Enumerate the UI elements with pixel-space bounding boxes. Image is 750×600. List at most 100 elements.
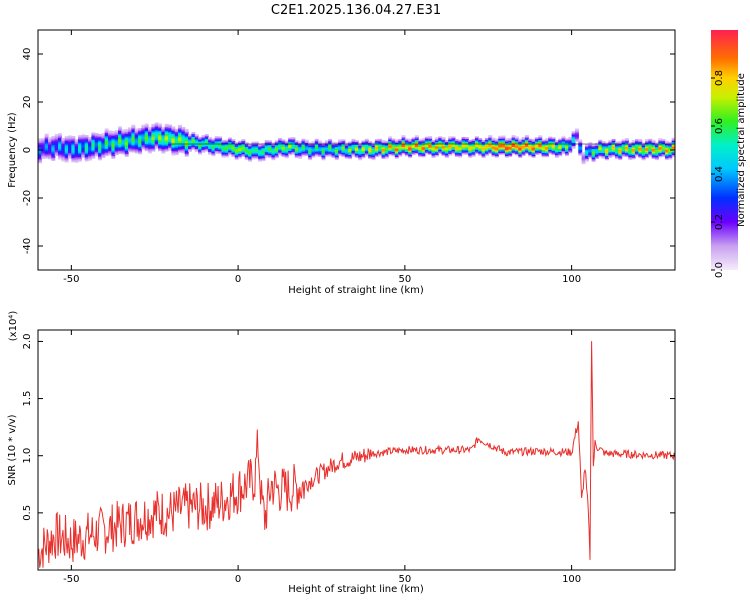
heat-cell bbox=[304, 144, 309, 146]
heat-cell bbox=[571, 132, 576, 135]
x-tick-label: -50 bbox=[63, 574, 79, 585]
heat-cell bbox=[634, 138, 639, 141]
heat-cell bbox=[148, 140, 152, 142]
heat-cell bbox=[108, 133, 112, 136]
heat-cell bbox=[591, 144, 596, 147]
heat-cell bbox=[151, 139, 156, 142]
heat-cell bbox=[114, 130, 119, 133]
heat-cell bbox=[211, 150, 216, 152]
heat-cell bbox=[251, 146, 256, 148]
heat-cell bbox=[398, 140, 403, 143]
heat-cell bbox=[198, 142, 203, 145]
heat-cell bbox=[168, 130, 173, 133]
heat-cell bbox=[98, 149, 102, 152]
heat-cell bbox=[451, 146, 456, 149]
heat-cell bbox=[324, 148, 329, 151]
heat-cell bbox=[548, 138, 553, 140]
heat-cell bbox=[118, 130, 122, 133]
heat-cell bbox=[81, 134, 86, 137]
heat-cell bbox=[494, 148, 499, 151]
heat-cell bbox=[261, 154, 266, 157]
heat-cell bbox=[251, 148, 256, 151]
heat-cell bbox=[428, 141, 433, 144]
heat-cell bbox=[614, 154, 619, 157]
heat-cell bbox=[234, 149, 239, 152]
heat-cell bbox=[458, 152, 463, 155]
heat-cell bbox=[664, 149, 669, 152]
heat-cell bbox=[174, 147, 179, 150]
heat-cell bbox=[668, 141, 673, 144]
heat-cell bbox=[238, 152, 243, 155]
heat-cell bbox=[354, 141, 359, 144]
heat-cell bbox=[481, 140, 486, 143]
heat-cell bbox=[248, 143, 253, 146]
heat-cell bbox=[118, 143, 122, 146]
heat-cell bbox=[38, 142, 42, 145]
heat-cell bbox=[341, 149, 346, 152]
heat-cell bbox=[48, 141, 52, 144]
heat-cell bbox=[624, 152, 629, 155]
heat-cell bbox=[511, 136, 516, 139]
heat-cell bbox=[261, 159, 266, 161]
heat-cell bbox=[238, 142, 243, 144]
heat-cell bbox=[488, 145, 493, 147]
heat-cell bbox=[314, 148, 319, 151]
heat-cell bbox=[161, 130, 166, 132]
heat-cell bbox=[201, 138, 206, 140]
heat-cell bbox=[94, 133, 99, 135]
heat-cell bbox=[608, 140, 613, 143]
heat-cell bbox=[351, 148, 356, 151]
heat-cell bbox=[361, 152, 366, 154]
heat-cell bbox=[414, 142, 419, 145]
heat-cell bbox=[321, 148, 326, 151]
heat-cell bbox=[94, 146, 99, 148]
heat-cell bbox=[194, 145, 199, 148]
heat-cell bbox=[394, 146, 399, 149]
heat-cell bbox=[598, 145, 603, 148]
heat-cell bbox=[278, 143, 283, 146]
heat-cell bbox=[548, 141, 553, 143]
heat-cell bbox=[601, 156, 606, 159]
heat-cell bbox=[311, 147, 316, 149]
heat-cell bbox=[94, 137, 99, 140]
heat-cell bbox=[538, 149, 543, 152]
heat-cell bbox=[218, 148, 223, 150]
heat-cell bbox=[638, 148, 643, 151]
heat-cell bbox=[121, 141, 126, 143]
heat-cell bbox=[384, 155, 389, 158]
heat-cell bbox=[311, 155, 316, 158]
heat-cell bbox=[651, 144, 656, 146]
heat-cell bbox=[621, 150, 626, 153]
heat-cell bbox=[388, 146, 393, 149]
heat-cell bbox=[564, 151, 569, 154]
heat-cell bbox=[574, 131, 579, 134]
heat-cell bbox=[64, 157, 69, 160]
heat-cell bbox=[504, 139, 509, 142]
heat-cell bbox=[51, 159, 56, 161]
heat-cell bbox=[204, 136, 209, 139]
heat-cell bbox=[161, 127, 166, 130]
heat-cell bbox=[618, 152, 623, 155]
heat-cell bbox=[98, 145, 102, 148]
heat-cell bbox=[161, 133, 166, 135]
heat-cell bbox=[488, 136, 493, 139]
heat-cell bbox=[78, 159, 82, 162]
heat-cell bbox=[201, 146, 206, 149]
heat-cell bbox=[291, 151, 296, 154]
heat-cell bbox=[314, 141, 319, 144]
heat-cell bbox=[534, 140, 539, 143]
heat-cell bbox=[191, 137, 196, 140]
heat-cell bbox=[558, 140, 563, 142]
heat-cell bbox=[241, 142, 246, 144]
heat-cell bbox=[658, 145, 663, 148]
heat-cell bbox=[224, 142, 229, 145]
heat-cell bbox=[344, 156, 349, 159]
heat-cell bbox=[398, 149, 403, 151]
heat-cell bbox=[651, 151, 656, 154]
heat-cell bbox=[591, 160, 596, 163]
heat-cell bbox=[631, 150, 636, 153]
heat-cell bbox=[311, 148, 316, 151]
heat-cell bbox=[534, 141, 539, 144]
heat-cell bbox=[334, 152, 339, 155]
heat-cell bbox=[191, 135, 196, 137]
